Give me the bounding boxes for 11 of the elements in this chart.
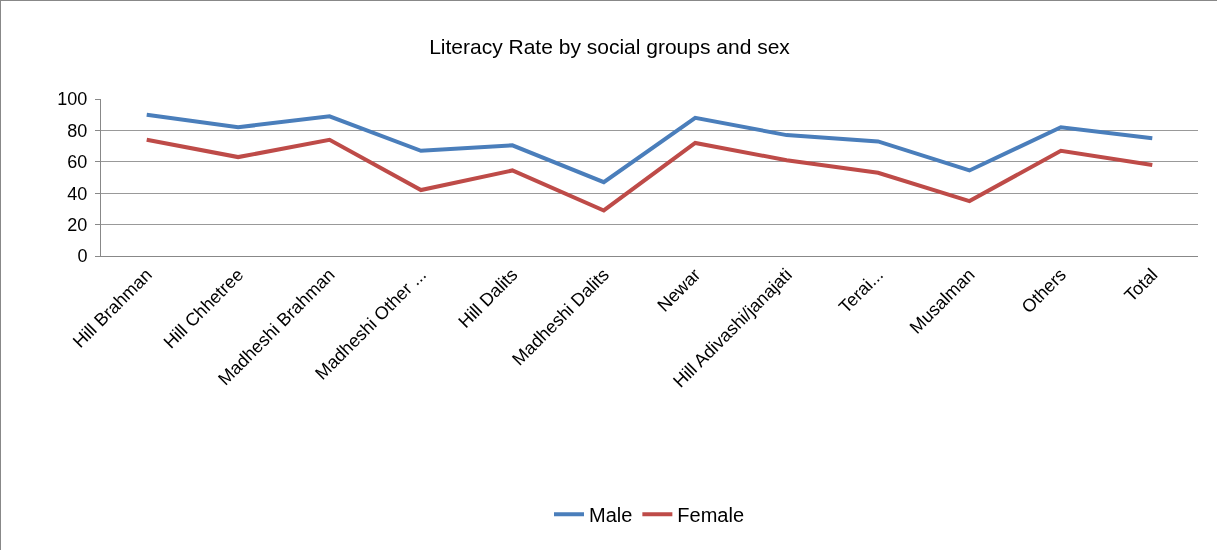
legend-label: Male	[589, 503, 633, 526]
y-tick-label: 80	[67, 120, 88, 141]
line-series	[144, 137, 1155, 213]
chart-title: Literacy Rate by social groups and sex	[429, 35, 791, 59]
y-tick-label: 0	[77, 246, 88, 267]
y-tick-label: 40	[67, 183, 88, 204]
y-tick-label: 60	[67, 152, 88, 173]
legend-label: Female	[677, 503, 745, 526]
y-tick-label: 100	[57, 89, 88, 110]
y-tick-label: 20	[67, 214, 88, 235]
line-series	[144, 112, 1155, 185]
